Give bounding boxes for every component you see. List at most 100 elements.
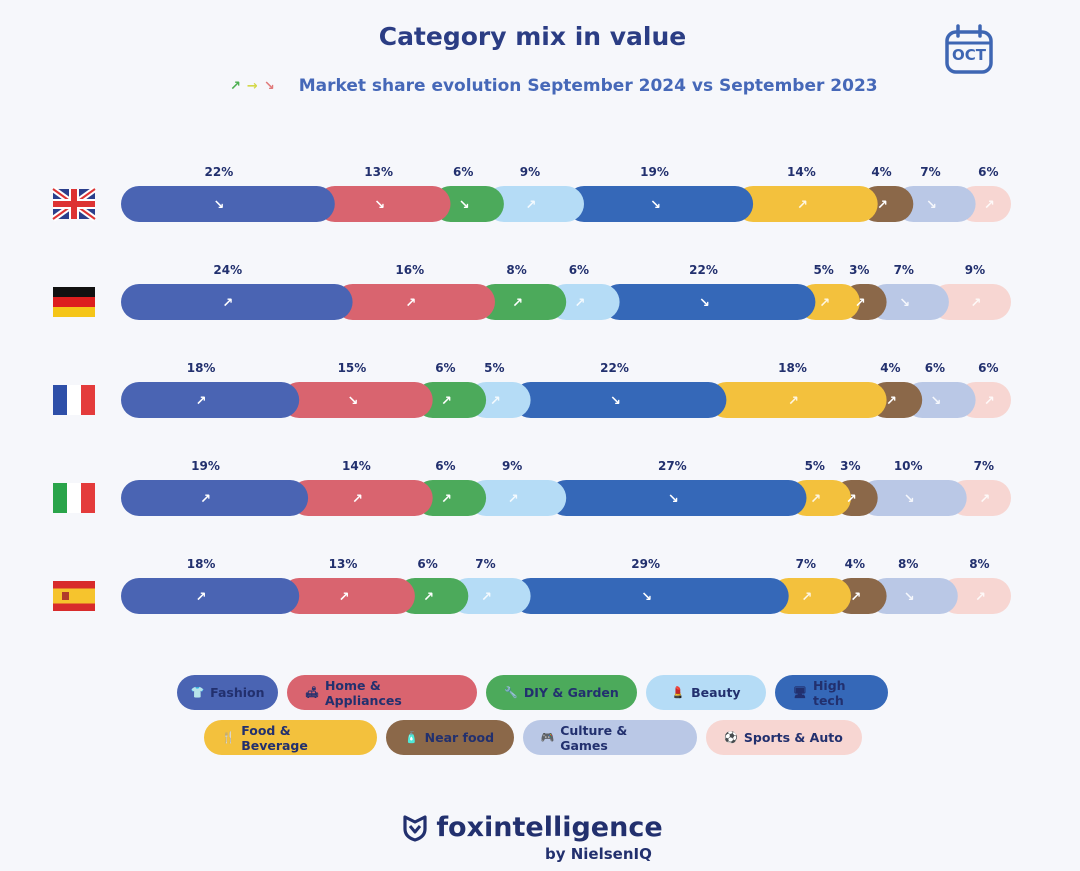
legend-item-high-tech: 🖥 High tech — [775, 675, 888, 710]
flag-es — [53, 581, 95, 611]
legend-label: DIY & Garden — [523, 685, 619, 700]
bar-segment — [548, 284, 620, 320]
data-label: 9% — [502, 459, 522, 473]
brand-byline: by NielsenIQ — [545, 845, 652, 863]
legend-item-diy-garden: 🔧 DIY & Garden — [486, 675, 637, 710]
legend-item-near-food: 🧴 Near food — [385, 720, 514, 755]
flag-de — [53, 287, 95, 317]
shirt-icon: 👕 — [190, 686, 205, 699]
bar-segment — [708, 382, 887, 418]
down-arrow-icon: ↘ — [347, 394, 358, 409]
up-arrow-icon: ↗ — [339, 590, 350, 605]
up-arrow-icon: ↗ — [984, 198, 995, 213]
data-label: 6% — [978, 361, 998, 375]
up-arrow-icon: ↗ — [230, 78, 241, 94]
data-label: 4% — [871, 165, 891, 179]
flag-uk — [51, 186, 97, 222]
data-label: 5% — [805, 459, 825, 473]
bar-segment — [485, 186, 584, 222]
bottle-icon: 🧴 — [404, 731, 419, 744]
bar-segment — [121, 578, 300, 614]
data-label: 16% — [395, 263, 424, 277]
down-arrow-icon: ↘ — [374, 198, 385, 213]
bar-segment — [904, 382, 976, 418]
bar-segment — [735, 186, 878, 222]
bar-segment — [895, 186, 976, 222]
data-label: 9% — [965, 263, 985, 277]
up-arrow-icon: ↗ — [797, 198, 808, 213]
chart-title: Category mix in value — [378, 22, 687, 51]
data-label: 29% — [631, 557, 660, 571]
bar-segment — [316, 186, 451, 222]
up-arrow-icon: ↗ — [975, 590, 986, 605]
bar-segment — [468, 480, 567, 516]
up-arrow-icon: ↗ — [405, 296, 416, 311]
bar-segment — [868, 284, 949, 320]
data-label: 15% — [338, 361, 367, 375]
data-label: 6% — [569, 263, 589, 277]
down-arrow-icon: ↘ — [926, 198, 937, 213]
bar-segment — [930, 284, 1011, 320]
up-arrow-icon: ↗ — [512, 296, 523, 311]
up-arrow-icon: ↗ — [352, 492, 363, 507]
data-label: 5% — [484, 361, 504, 375]
legend-label: Near food — [424, 730, 495, 745]
up-arrow-icon: ↗ — [490, 394, 501, 409]
legend-item-beauty: 💄 Beauty — [646, 675, 766, 710]
bar-segment — [121, 480, 309, 516]
data-label: 6% — [417, 557, 437, 571]
up-arrow-icon: ↗ — [819, 296, 830, 311]
data-label: 8% — [969, 557, 989, 571]
bar-segment — [121, 284, 353, 320]
up-arrow-icon: ↗ — [801, 590, 812, 605]
bar-segment — [788, 480, 851, 516]
flat-arrow-icon: → — [246, 78, 258, 94]
bar-segment — [601, 284, 816, 320]
data-label: 18% — [778, 361, 807, 375]
footer: foxintelligence — [0, 812, 1065, 846]
sofa-icon: 🛋 — [305, 686, 319, 699]
data-label: 22% — [205, 165, 234, 179]
data-label: 9% — [520, 165, 540, 179]
up-arrow-icon: ↗ — [788, 394, 799, 409]
up-arrow-icon: ↗ — [196, 394, 207, 409]
up-arrow-icon: ↗ — [855, 296, 866, 311]
down-arrow-icon: ↘ — [899, 296, 910, 311]
trend-arrows-legend: ↗ → ↘ — [230, 79, 275, 94]
bar-row-spain: 18% ↗ 13% ↗ 6% ↗ 7% ↗ 29% ↘ 7% ↗ 4% ↗ 8% ↘ 8% ↗ — [121, 557, 1011, 614]
data-label: 18% — [187, 557, 216, 571]
bar-segment — [797, 284, 860, 320]
data-label: 27% — [658, 459, 687, 473]
up-arrow-icon: ↗ — [423, 590, 434, 605]
legend-item-sports-auto: ⚽ Sports & Auto — [705, 720, 862, 755]
down-arrow-icon: ↘ — [699, 296, 710, 311]
up-arrow-icon: ↗ — [222, 296, 233, 311]
up-arrow-icon: ↗ — [810, 492, 821, 507]
ball-icon: ⚽ — [724, 731, 738, 744]
data-label: 7% — [475, 557, 495, 571]
legend-label: Sports & Auto — [743, 730, 843, 745]
data-label: 5% — [813, 263, 833, 277]
bar-segment — [334, 284, 495, 320]
data-label: 6% — [453, 165, 473, 179]
up-arrow-icon: ↗ — [886, 394, 897, 409]
data-label: 3% — [840, 459, 860, 473]
data-label: 7% — [894, 263, 914, 277]
data-label: 22% — [600, 361, 629, 375]
data-label: 6% — [925, 361, 945, 375]
brand-logo: foxintelligence — [402, 812, 663, 843]
brand-name: foxintelligence — [436, 812, 663, 843]
up-arrow-icon: ↗ — [441, 394, 452, 409]
legend-label: Fashion — [210, 685, 265, 700]
legend-label: Food & Beverage — [241, 722, 308, 753]
bar-row-uk: 22% ↘ 13% ↘ 6% ↘ 9% ↗ 19% ↘ 14% ↗ 4% ↗ 7% ↘ 6% ↗ — [121, 165, 1011, 222]
up-arrow-icon: ↗ — [984, 394, 995, 409]
bar-segment — [468, 382, 531, 418]
up-arrow-icon: ↗ — [970, 296, 981, 311]
bar-segment — [859, 480, 967, 516]
subtitle-row: ↗ → ↘ Market share evolution September 202… — [230, 74, 878, 98]
up-arrow-icon: ↗ — [525, 198, 536, 213]
bar-row-france: 18% ↗ 15% ↘ 6% ↗ 5% ↗ 22% ↘ 18% ↗ 4% ↗ 6% ↘ 6% ↗ — [121, 361, 1011, 418]
legend-label: Beauty — [691, 685, 741, 700]
data-label: 14% — [342, 459, 371, 473]
